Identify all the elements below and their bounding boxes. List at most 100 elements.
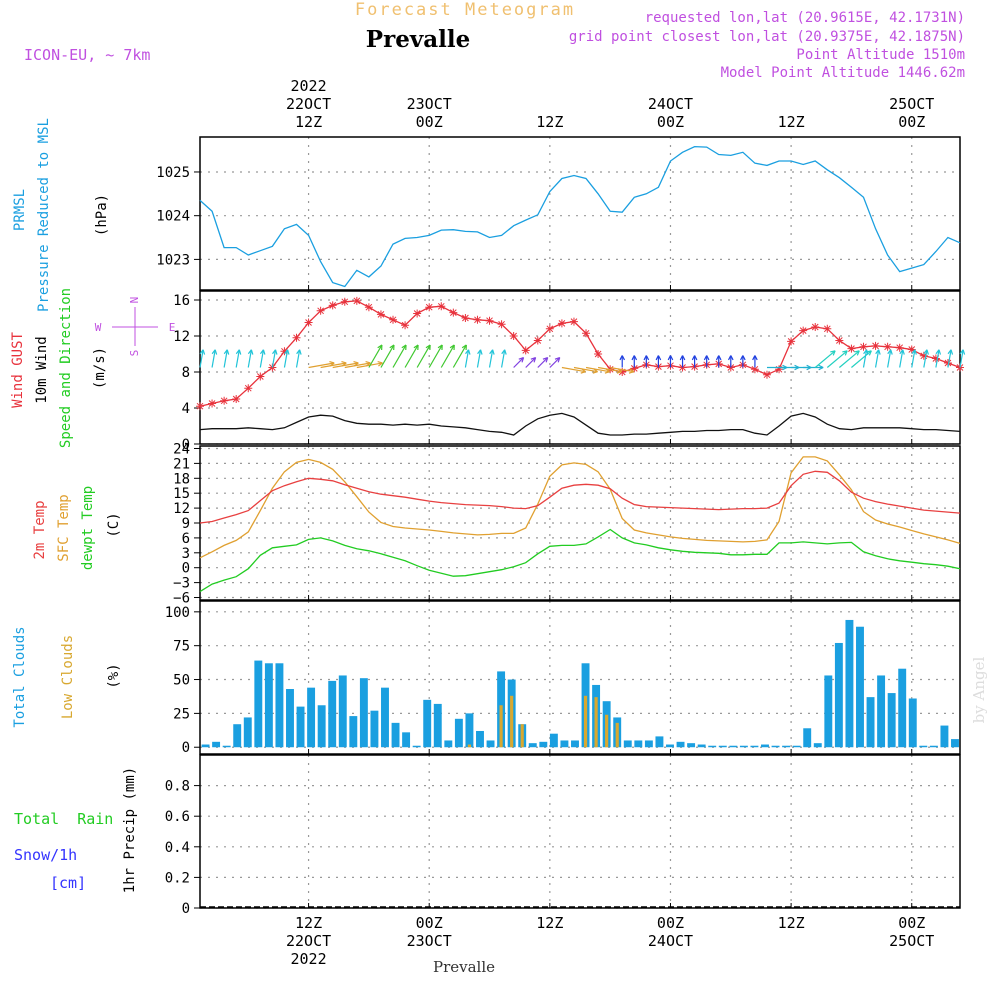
rain-legend: Total Rain — [14, 810, 113, 828]
gust-marker — [787, 337, 796, 346]
total-cloud-bar — [729, 745, 738, 748]
y-tick-label: 1024 — [156, 209, 190, 225]
gust-marker — [847, 344, 856, 353]
gust-marker — [208, 399, 217, 408]
wind-arrow — [368, 344, 383, 368]
gust-marker — [316, 306, 325, 315]
total-cloud-bar — [856, 626, 864, 748]
prmsl-label: PRMSL — [12, 189, 28, 231]
wind-arrow — [537, 357, 549, 368]
total-cloud-bar — [286, 689, 294, 748]
low-cloud-bar — [605, 714, 609, 748]
gust-marker — [594, 350, 603, 358]
wind-arrow — [416, 344, 431, 368]
y-tick-label: 100 — [165, 605, 190, 621]
top-time-label: 24OCT — [648, 95, 693, 113]
total-cloud-bar — [423, 699, 432, 748]
gust-marker — [485, 316, 494, 325]
wind-arrow — [752, 355, 758, 368]
total-cloud-bar — [539, 741, 548, 748]
compass-e: E — [169, 321, 176, 334]
panel-1: 1023 1024 1025 — [156, 136, 961, 291]
gust-marker — [328, 301, 337, 310]
bottom-time-label: 23OCT — [407, 932, 452, 950]
total-cloud-bar — [919, 745, 928, 748]
y-tick-label: 0.6 — [165, 809, 190, 825]
hpa-label: (hPa) — [94, 194, 110, 236]
wind-arrow — [643, 355, 650, 368]
chart-title: Prevalle — [366, 26, 470, 53]
gust-marker — [256, 372, 265, 381]
total-cloud-bar — [634, 740, 643, 748]
low-cloud-bar — [583, 695, 588, 748]
wind-arrow — [826, 350, 848, 368]
gust-marker — [919, 351, 928, 360]
gust-marker — [557, 319, 566, 328]
y-tick-label: 16 — [173, 293, 190, 309]
wind-arrow — [549, 357, 561, 368]
total-cloud-bar — [454, 718, 463, 748]
bottom-time-label: 00Z — [657, 914, 684, 932]
wind-arrow — [619, 355, 626, 368]
y-tick-label: 0 — [182, 437, 190, 453]
gust-marker — [630, 364, 639, 373]
gust-marker — [437, 302, 446, 311]
gridpoint-coords: grid point closest lon,lat (20.9375E, 42… — [569, 29, 965, 45]
wind-arrow — [223, 349, 230, 368]
total-cloud-bar — [328, 680, 337, 748]
wind-arrow — [610, 366, 635, 374]
low-cloud-bar — [615, 722, 619, 748]
total-cloud-bar — [254, 660, 263, 748]
top-time-label: 25OCT — [889, 95, 934, 113]
gust-marker — [304, 318, 313, 327]
gust-marker — [545, 324, 554, 333]
total-cloud-bar — [381, 687, 389, 748]
total-cloud-bar — [697, 744, 706, 748]
total-cloud-bar — [264, 663, 273, 748]
point-altitude: Point Altitude 1510m — [796, 47, 965, 63]
total-cloud-bar — [349, 716, 358, 748]
gust-marker — [461, 314, 470, 322]
gust-marker — [762, 370, 771, 379]
y-tick-label: −6 — [173, 591, 190, 607]
gust-marker — [232, 395, 241, 403]
wind-arrow — [308, 360, 335, 369]
wind-arrow — [247, 349, 254, 368]
wind-arrow — [404, 344, 419, 368]
gust-marker — [425, 303, 434, 312]
y-tick-label: 12 — [173, 501, 190, 517]
total-cloud-bar — [370, 710, 379, 748]
gust-marker — [220, 396, 229, 405]
wind-arrow — [803, 364, 824, 371]
gust-marker — [859, 342, 868, 351]
bottom-time-label: 12Z — [536, 914, 563, 932]
total-cloud-bar — [317, 705, 326, 748]
y-tick-label: 50 — [173, 673, 190, 689]
total-cloud-bar — [571, 740, 579, 748]
y-tick-label: 0.2 — [165, 870, 190, 886]
wind-arrow — [715, 355, 722, 368]
y-tick-label: 1025 — [156, 165, 190, 181]
total-cloud-bar — [898, 668, 907, 748]
top-time-label: 12Z — [536, 113, 563, 131]
y-tick-label: 75 — [173, 639, 190, 655]
wind-arrow — [259, 349, 266, 368]
wind-arrow — [814, 350, 836, 368]
gust-marker — [835, 336, 844, 345]
wind-arrow — [199, 349, 206, 368]
watermark: by Angel — [970, 656, 988, 723]
total-cloud-bar — [929, 745, 938, 748]
panel-frame — [199, 754, 961, 909]
gust-marker — [907, 345, 916, 354]
total-cloud-bar — [212, 741, 221, 748]
gust-marker — [521, 346, 530, 355]
total-cloud-bar — [528, 743, 537, 748]
snow-legend: Snow/1h — [14, 846, 77, 864]
total-cloud-bar — [444, 740, 453, 748]
speed-dir-label: Speed and Direction — [58, 288, 74, 448]
pct-label: (%) — [106, 663, 122, 688]
y-tick-label: 3 — [182, 546, 190, 562]
series-10m-wind — [199, 412, 961, 436]
panel2-labels: Wind GUST 10m Wind Speed and Direction (… — [10, 288, 175, 448]
